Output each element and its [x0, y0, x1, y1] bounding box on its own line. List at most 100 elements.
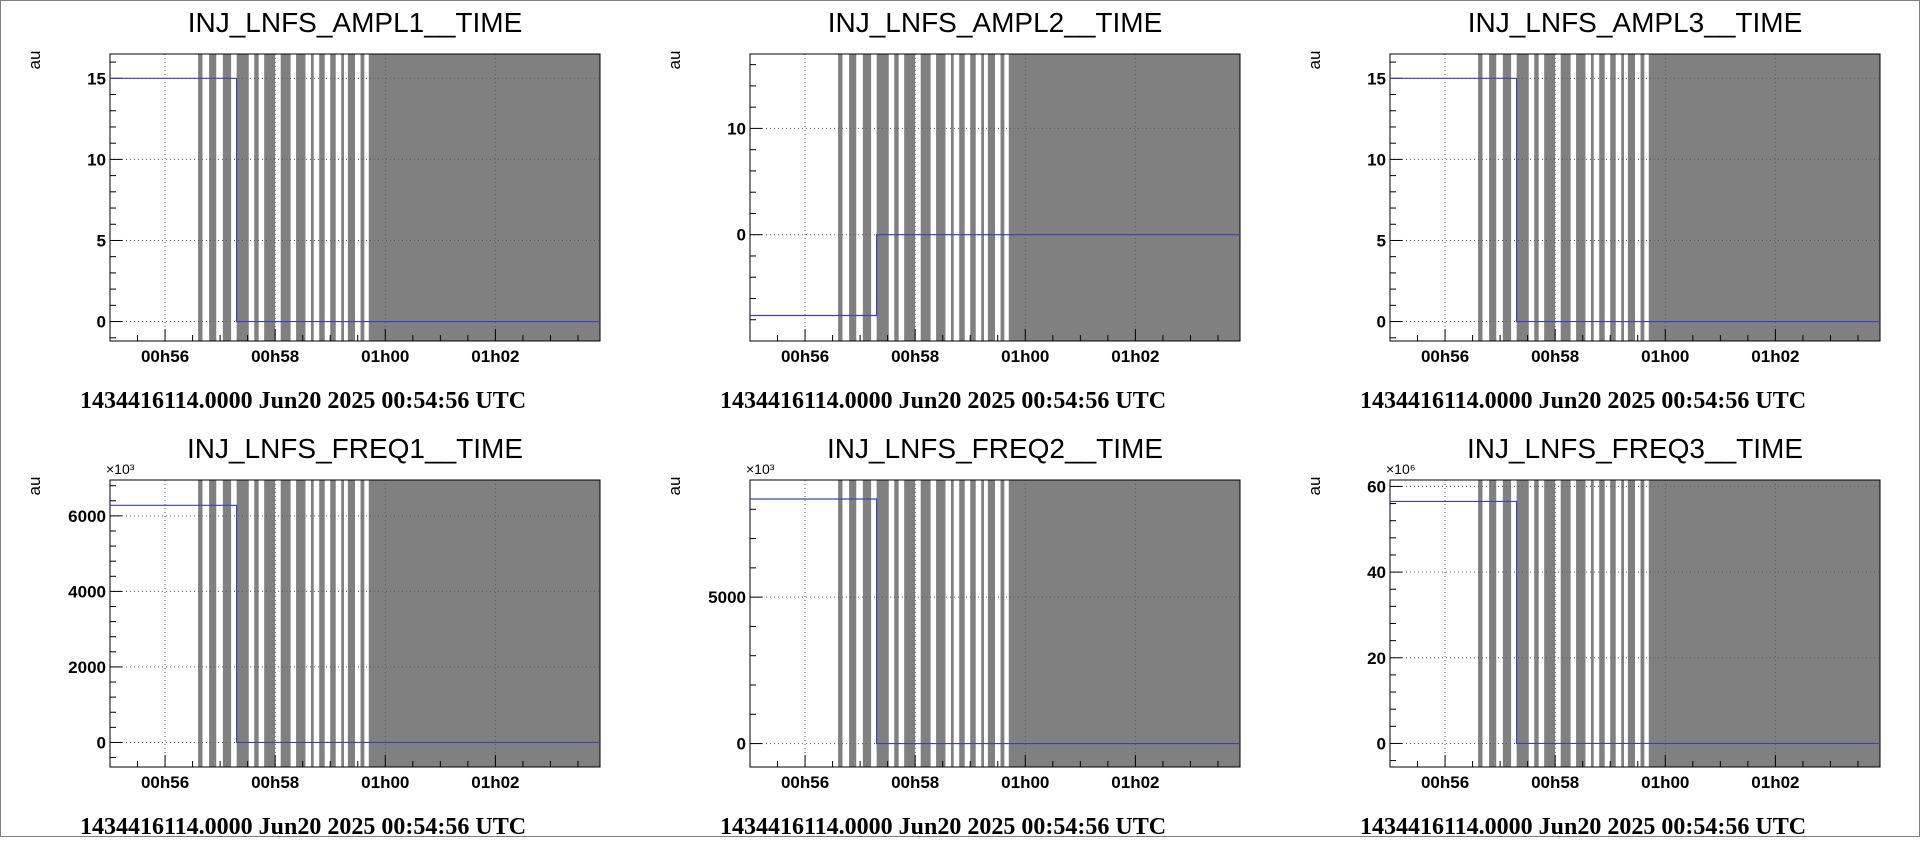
- shaded-interval: [849, 480, 857, 767]
- chart-panel: INJ_LNFS_FREQ2__TIME 0 5000 00h56 00h58 01h00…: [640, 426, 1280, 844]
- y-tick-label: 5: [1377, 231, 1386, 250]
- shaded-interval: [920, 54, 931, 341]
- shaded-interval: [894, 480, 899, 767]
- timestamp-footer: 1434416114.0000 Jun20 2025 00:54:56 UTC: [80, 388, 526, 414]
- shaded-interval: [222, 480, 232, 767]
- series-line: [1390, 77, 1880, 323]
- shaded-interval: [319, 54, 325, 341]
- shaded-interval: [368, 54, 600, 341]
- x-tick-label: 01h02: [1751, 347, 1799, 366]
- y-tick-label: 6000: [68, 507, 106, 526]
- y-tick-label: 5000: [708, 588, 746, 607]
- shaded-interval: [876, 54, 889, 341]
- shaded-interval: [319, 480, 325, 767]
- chart-svg: INJ_LNFS_FREQ3__TIME 0 20 40 60 00h56 00h58 01h…: [1305, 433, 1881, 840]
- chart-panel: INJ_LNFS_AMPL2__TIME 0 10 00h56 00h58 01h00 01…: [640, 0, 1280, 418]
- shaded-interval: [1516, 480, 1529, 767]
- shaded-interval: [222, 54, 232, 341]
- plot-frame: [109, 479, 601, 768]
- x-tick-label: 00h58: [251, 773, 299, 792]
- x-tick-label: 01h02: [471, 347, 519, 366]
- shaded-interval: [1000, 54, 1005, 341]
- chart-svg: INJ_LNFS_AMPL2__TIME 0 10 00h56 00h58 01h00 01…: [665, 7, 1241, 414]
- plot-frame: [749, 53, 1241, 342]
- shaded-interval: [1534, 54, 1539, 341]
- x-tick-label: 01h02: [1111, 347, 1159, 366]
- x-tick-label: 01h00: [1001, 773, 1049, 792]
- shaded-interval: [838, 54, 843, 341]
- y-tick-label: 15: [87, 69, 106, 88]
- shaded-interval: [959, 480, 965, 767]
- x-tick-label: 01h02: [1111, 773, 1159, 792]
- series-line: [750, 498, 1240, 745]
- shaded-interval: [987, 480, 995, 767]
- shaded-interval: [950, 54, 954, 341]
- y-tick-label: 0: [97, 733, 106, 752]
- timestamp-footer: 1434416114.0000 Jun20 2025 00:54:56 UTC: [720, 814, 1166, 840]
- shaded-interval: [1640, 480, 1645, 767]
- shaded-interval: [1590, 54, 1594, 341]
- y-tick-label: 5: [97, 231, 106, 250]
- shaded-interval: [862, 54, 872, 341]
- x-tick-label: 00h58: [251, 347, 299, 366]
- shaded-interval: [1599, 480, 1605, 767]
- shaded-interval: [838, 480, 843, 767]
- shaded-interval: [330, 480, 336, 767]
- x-tick-label: 01h00: [1001, 347, 1049, 366]
- chart-title: INJ_LNFS_FREQ3__TIME: [1467, 433, 1803, 464]
- shaded-interval: [862, 480, 872, 767]
- series-line: [110, 504, 600, 744]
- shaded-interval: [849, 54, 857, 341]
- chart-panel: INJ_LNFS_FREQ3__TIME 0 20 40 60 00h56 00h58 01h…: [1280, 426, 1920, 844]
- shaded-interval: [209, 480, 217, 767]
- chart-title: INJ_LNFS_AMPL1__TIME: [188, 7, 523, 38]
- shaded-interval: [1576, 54, 1586, 341]
- y-tick-label: 40: [1367, 563, 1386, 582]
- x-tick-label: 00h58: [1531, 773, 1579, 792]
- chart-title: INJ_LNFS_AMPL2__TIME: [828, 7, 1163, 38]
- shaded-interval: [280, 480, 291, 767]
- shaded-interval: [347, 480, 355, 767]
- y-tick-label: 60: [1367, 477, 1386, 496]
- y-tick-label: 20: [1367, 649, 1386, 668]
- axis-multiplier: ×10³: [746, 461, 775, 477]
- y-tick-label: 2000: [68, 658, 106, 677]
- shaded-interval: [310, 480, 314, 767]
- shaded-interval: [1000, 480, 1005, 767]
- shaded-interval: [920, 480, 931, 767]
- shaded-interval: [1478, 54, 1483, 341]
- y-tick-label: 0: [737, 226, 746, 245]
- shaded-interval: [368, 480, 600, 767]
- shaded-interval: [959, 54, 965, 341]
- chart-panel: INJ_LNFS_AMPL1__TIME 0 5 10 15 00h56 00h58 01h0…: [0, 0, 640, 418]
- y-axis-label: au: [25, 477, 44, 496]
- plot-frame: [1389, 53, 1881, 342]
- shaded-interval: [987, 54, 995, 341]
- x-tick-label: 00h58: [891, 347, 939, 366]
- shaded-interval: [1502, 54, 1512, 341]
- series-line: [750, 234, 1240, 317]
- y-tick-label: 0: [1377, 734, 1386, 753]
- x-tick-label: 00h56: [781, 347, 829, 366]
- shaded-interval: [1544, 480, 1556, 767]
- chart-panel: INJ_LNFS_FREQ1__TIME 0 2000 4000 6000 00h56 00…: [0, 426, 640, 844]
- y-tick-label: 10: [727, 119, 746, 138]
- shaded-interval: [1648, 480, 1880, 767]
- shaded-interval: [1008, 480, 1240, 767]
- y-tick-label: 0: [1377, 313, 1386, 332]
- shaded-interval: [1516, 54, 1529, 341]
- shaded-interval: [876, 480, 889, 767]
- shaded-interval: [1478, 480, 1483, 767]
- shaded-interval: [296, 480, 306, 767]
- shaded-interval: [894, 54, 899, 341]
- shaded-interval: [1610, 54, 1616, 341]
- shaded-interval: [970, 480, 976, 767]
- y-tick-label: 0: [737, 735, 746, 754]
- axis-multiplier: ×10⁶: [1386, 461, 1416, 477]
- timestamp-footer: 1434416114.0000 Jun20 2025 00:54:56 UTC: [80, 814, 526, 840]
- shaded-interval: [1489, 480, 1497, 767]
- shaded-interval: [904, 480, 916, 767]
- shaded-interval: [236, 54, 249, 341]
- chart-svg: INJ_LNFS_FREQ1__TIME 0 2000 4000 6000 00h56 00…: [25, 433, 601, 840]
- shaded-interval: [360, 54, 365, 341]
